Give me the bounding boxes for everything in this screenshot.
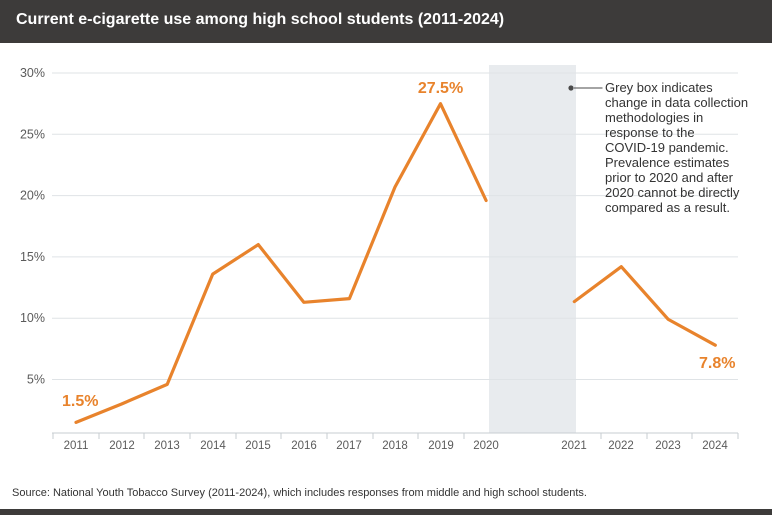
svg-text:2021: 2021 <box>561 440 587 452</box>
svg-text:1.5%: 1.5% <box>62 393 98 410</box>
svg-text:COVID-19 pandemic.: COVID-19 pandemic. <box>605 140 729 155</box>
svg-text:20%: 20% <box>20 189 45 203</box>
svg-text:25%: 25% <box>20 127 45 141</box>
svg-text:2016: 2016 <box>291 440 317 452</box>
svg-text:2019: 2019 <box>428 440 454 452</box>
svg-text:27.5%: 27.5% <box>418 80 463 97</box>
svg-text:Prevalence estimates: Prevalence estimates <box>605 155 730 170</box>
svg-text:compared as a result.: compared as a result. <box>605 200 730 215</box>
svg-text:15%: 15% <box>20 250 45 264</box>
svg-text:2015: 2015 <box>245 440 271 452</box>
svg-text:methodologies in: methodologies in <box>605 110 703 125</box>
svg-text:response to the: response to the <box>605 125 695 140</box>
svg-text:2023: 2023 <box>655 440 681 452</box>
svg-text:10%: 10% <box>20 311 45 325</box>
svg-text:2024: 2024 <box>702 440 728 452</box>
svg-text:2013: 2013 <box>154 440 180 452</box>
svg-text:5%: 5% <box>27 373 45 387</box>
svg-text:prior to 2020 and after: prior to 2020 and after <box>605 170 734 185</box>
svg-text:2020 cannot be directly: 2020 cannot be directly <box>605 185 740 200</box>
svg-text:Grey box indicates: Grey box indicates <box>605 80 713 95</box>
svg-text:30%: 30% <box>20 66 45 80</box>
svg-text:7.8%: 7.8% <box>699 355 735 372</box>
svg-text:2017: 2017 <box>336 440 362 452</box>
svg-text:2018: 2018 <box>382 440 408 452</box>
svg-text:2012: 2012 <box>109 440 135 452</box>
svg-text:2014: 2014 <box>200 440 226 452</box>
svg-text:2020: 2020 <box>473 440 499 452</box>
svg-text:2022: 2022 <box>608 440 634 452</box>
svg-text:change in data collection: change in data collection <box>605 95 748 110</box>
svg-text:2011: 2011 <box>64 440 89 452</box>
